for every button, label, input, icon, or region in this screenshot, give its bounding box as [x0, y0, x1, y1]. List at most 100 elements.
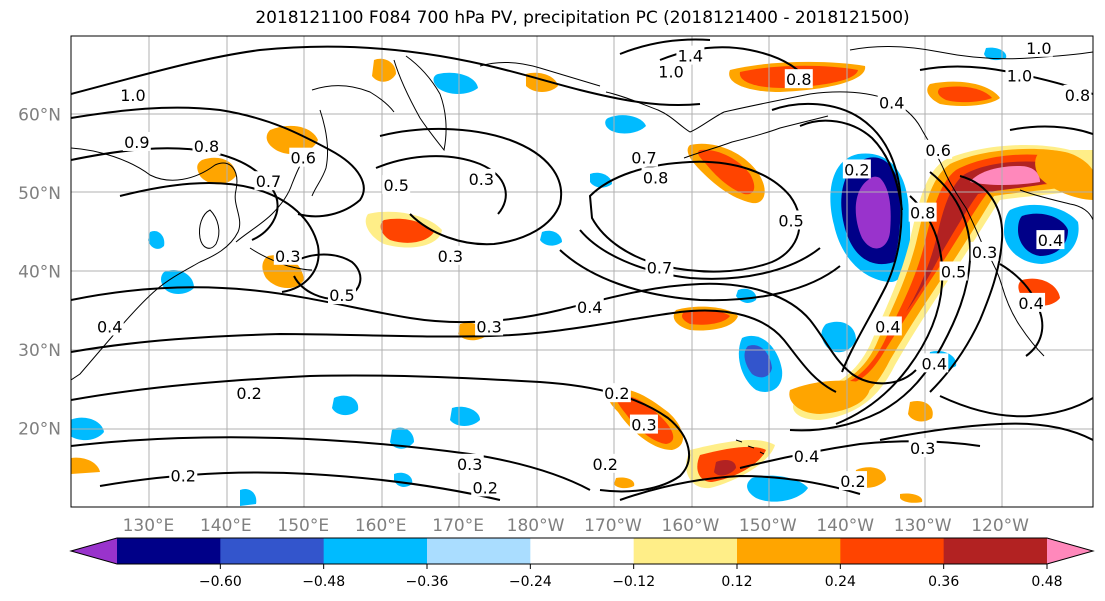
contour-label-halo — [575, 296, 604, 316]
contour-13 — [588, 160, 801, 273]
contour-labels: 1.00.9 0.80.70.60.5 0.30.70.80.3 0.30.50.40… — [95, 37, 1092, 497]
shading-pos-nw-canada-red — [938, 86, 992, 103]
shading-neg-hawaii — [747, 475, 808, 502]
colorbar-segment — [840, 538, 945, 564]
contour-7 — [293, 253, 362, 300]
contour-label-halo — [657, 61, 686, 81]
colorbar-tick-label: −0.24 — [509, 574, 552, 590]
contour-17 — [799, 119, 903, 211]
contour-18 — [929, 175, 1004, 393]
contour-label: 0.6 — [925, 141, 950, 160]
contour-label: 0.8 — [194, 137, 219, 156]
contour-label: 0.3 — [631, 416, 656, 435]
contour-label: 0.4 — [1018, 294, 1043, 313]
shading-pos-nw-pacific-b — [380, 218, 434, 243]
coast-alaska-south — [723, 91, 923, 131]
shading-pos-japan-2 — [197, 157, 236, 185]
map-frame — [70, 35, 1094, 508]
lon-label: 140°E — [200, 516, 252, 536]
contour-22 — [879, 422, 1093, 441]
contour-2 — [71, 106, 365, 218]
contour-label: 0.3 — [910, 439, 935, 458]
coast-hudson — [1019, 189, 1093, 221]
contour-label-halo — [920, 353, 949, 373]
lon-label: 150°E — [277, 516, 329, 536]
shading-neg-sea-1 — [332, 395, 359, 416]
longitude-labels: 130°E 140°E 150°E 160°E 170°E 180°W 170°W 160°W… — [123, 516, 1030, 536]
shading-pos-kamchatka — [372, 58, 396, 82]
contour-28 — [1009, 125, 1093, 135]
shading-pos-pacific-2 — [789, 380, 871, 414]
contour-23 — [739, 440, 981, 469]
shading-pos-pacific-1b — [682, 309, 730, 325]
colorbar-tick-label: 0.36 — [928, 574, 959, 590]
contour-label-halo — [1017, 292, 1046, 312]
lon-label: 160°E — [355, 516, 407, 536]
contour-label: 0.8 — [1065, 86, 1090, 105]
coast-okhotsk — [311, 85, 395, 113]
contour-label-halo — [784, 69, 813, 89]
coast-kamchatka — [393, 55, 447, 152]
contour-label: 0.3 — [457, 455, 482, 474]
coastlines — [71, 45, 1093, 455]
colorbar-segment — [633, 538, 738, 564]
contour-label-halo — [792, 445, 821, 465]
coast-korea — [199, 209, 220, 249]
contour-label: 0.5 — [778, 211, 803, 230]
contour-label-halo — [924, 139, 953, 159]
contour-label-halo — [908, 438, 937, 458]
lon-label: 160°W — [662, 516, 720, 536]
shading-neg-sea-3 — [390, 427, 414, 449]
contour-5 — [379, 127, 563, 246]
contour-label-halo — [455, 453, 484, 473]
lon-label: 140°W — [816, 516, 874, 536]
shading-neg-gulf-alaska-core — [855, 176, 891, 249]
shading-pos-sw-corner — [71, 457, 100, 474]
contour-label-halo — [1063, 84, 1092, 104]
colorbar-tick-label: −0.36 — [406, 574, 449, 590]
contour-14 — [579, 229, 821, 280]
shading-pos-alaska-red — [698, 149, 755, 195]
colorbar-segment — [323, 538, 428, 564]
contour-label-halo — [289, 147, 318, 167]
contour-label: 0.2 — [844, 160, 869, 179]
shading-neg-sea-7 — [736, 288, 757, 303]
shading-neg-sea-8 — [240, 488, 257, 506]
contour-label: 0.3 — [275, 247, 300, 266]
lon-label: 170°W — [584, 516, 642, 536]
shading-pos-japan-1 — [266, 125, 318, 155]
coast-us-west — [983, 247, 1045, 357]
shading-neg-sea-2 — [450, 406, 480, 426]
contour-label: 0.2 — [171, 467, 196, 486]
contour-label: 1.0 — [1007, 66, 1032, 85]
contour-label-halo — [382, 175, 411, 195]
contour-8 — [71, 282, 917, 385]
contour-label-halo — [591, 453, 620, 473]
contour-label: 0.3 — [438, 247, 463, 266]
contour-label-halo — [1005, 65, 1034, 85]
colorbar-tick-label: −0.60 — [199, 574, 242, 590]
colorbar-outline — [69, 537, 1095, 565]
contour-label-halo — [1036, 230, 1065, 250]
contour-label: 0.2 — [840, 472, 865, 491]
contour-label: 0.4 — [875, 317, 900, 336]
colorbar-tick-label: −0.12 — [612, 574, 655, 590]
contour-label-halo — [838, 471, 867, 491]
contour-label-halo — [629, 147, 658, 167]
shading-neg-mid-1 — [821, 321, 856, 353]
contour-label: 0.4 — [922, 354, 947, 373]
contour-label: 0.4 — [794, 447, 819, 466]
shading-pos-ar-pink — [970, 166, 1040, 185]
contour-label-halo — [908, 202, 937, 222]
contour-label: 0.7 — [256, 172, 281, 191]
contour-label: 0.3 — [476, 317, 501, 336]
contour-label-halo — [273, 245, 302, 265]
shading-neg-sea-4 — [540, 230, 562, 246]
contour-20 — [835, 195, 944, 425]
contour-label-halo — [192, 135, 221, 155]
colorbar-tick-label: 0.24 — [825, 574, 856, 590]
lat-label: 30°N — [18, 341, 61, 361]
map-area: 1.00.9 0.80.70.60.5 0.30.70.80.3 0.30.50.40… — [71, 36, 1093, 507]
coast-hawaii — [735, 439, 765, 455]
